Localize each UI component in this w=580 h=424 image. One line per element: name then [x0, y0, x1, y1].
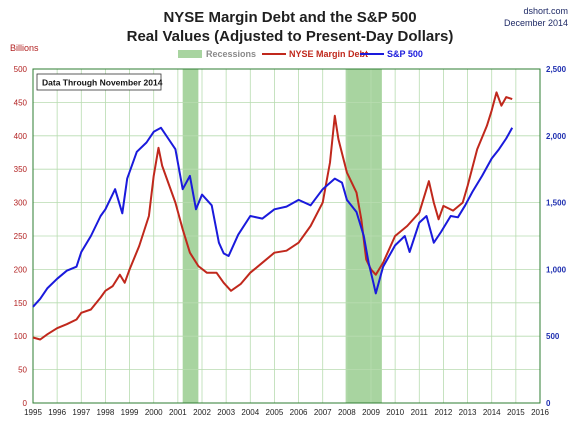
x-tick-label: 2001: [169, 408, 187, 417]
right-tick-label: 0: [546, 399, 551, 408]
gridlines: [33, 69, 540, 403]
left-tick-label: 50: [18, 366, 27, 375]
x-tick-label: 1997: [72, 408, 90, 417]
x-tick-label: 2008: [338, 408, 356, 417]
note-box: [36, 73, 162, 91]
x-tick-label: 2003: [217, 408, 235, 417]
x-tick-label: 2004: [241, 408, 259, 417]
x-tick-label: 2012: [435, 408, 453, 417]
left-axis-label: Billions: [10, 43, 39, 53]
legend-label-sp500: S&P 500: [387, 49, 423, 59]
x-tick-label: 2007: [314, 408, 332, 417]
right-tick-label: 500: [546, 332, 560, 341]
x-tick-label: 2015: [507, 408, 525, 417]
left-tick-label: 400: [14, 132, 28, 141]
margin-debt-line: [32, 91, 513, 341]
x-tick-label: 2000: [145, 408, 163, 417]
x-tick-label: 2006: [290, 408, 308, 417]
chart-title: NYSE Margin Debt and the S&P 500: [163, 9, 416, 26]
right-axis: 0 500 1,000 1,500 2,000 2,500: [546, 65, 567, 408]
x-tick-label: 2002: [193, 408, 211, 417]
left-tick-label: 500: [14, 65, 28, 74]
left-tick-label: 150: [14, 299, 28, 308]
chart-subtitle: Real Values (Adjusted to Present-Day Dol…: [127, 28, 454, 45]
left-tick-label: 450: [14, 98, 28, 107]
x-tick-label: 1995: [24, 408, 42, 417]
right-tick-label: 2,000: [546, 132, 567, 141]
x-tick-label: 2010: [386, 408, 404, 417]
x-tick-label: 1999: [121, 408, 139, 417]
x-tick-label: 2009: [362, 408, 380, 417]
right-tick-label: 1,500: [546, 199, 567, 208]
legend: Recessions NYSE Margin Debt S&P 500: [178, 49, 423, 59]
left-tick-label: 0: [23, 399, 28, 408]
left-axis: 0 50 100 150 200 250 300 350 400 450 500: [14, 65, 28, 408]
x-tick-label: 2013: [459, 408, 477, 417]
left-tick-label: 200: [14, 265, 28, 274]
right-tick-label: 1,000: [546, 265, 567, 274]
data-through-note: Data Through November 2014: [36, 73, 163, 91]
left-tick-label: 350: [14, 165, 28, 174]
legend-swatch-recessions: [178, 50, 202, 58]
x-axis: 1995 1996 1997 1998 1999 2000 2001 2002 2003 2004…: [24, 408, 549, 417]
series-lines: [32, 91, 514, 341]
note-text: Data Through November 2014: [42, 78, 163, 88]
left-tick-label: 250: [14, 232, 28, 241]
x-tick-label: 1998: [97, 408, 115, 417]
x-tick-label: 2005: [266, 408, 284, 417]
x-tick-label: 2014: [483, 408, 501, 417]
legend-label-margin-debt: NYSE Margin Debt: [289, 49, 368, 59]
source-date: December 2014: [504, 18, 568, 28]
legend-label-recessions: Recessions: [206, 49, 256, 59]
left-tick-label: 300: [14, 199, 28, 208]
source-brand: dshort.com: [523, 6, 568, 16]
x-tick-label: 2011: [411, 408, 429, 417]
right-tick-label: 2,500: [546, 65, 567, 74]
x-tick-label: 2016: [531, 408, 549, 417]
sp500-line: [32, 126, 514, 308]
plot-area-border: [32, 68, 541, 404]
x-tick-label: 1996: [48, 408, 66, 417]
left-tick-label: 100: [14, 332, 28, 341]
